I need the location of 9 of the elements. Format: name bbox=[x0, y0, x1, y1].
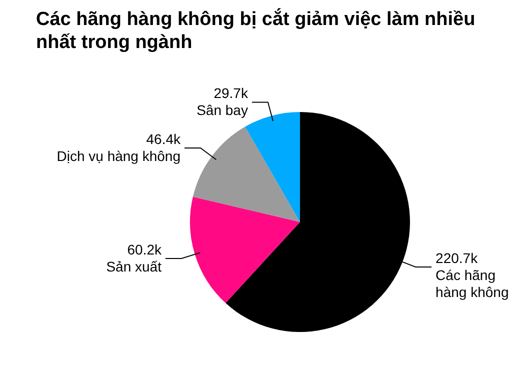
slice-label: Các hãng hàng không bbox=[436, 266, 509, 300]
slice-label: Sản xuất bbox=[106, 258, 162, 274]
slice-label: Sân bay bbox=[196, 102, 248, 118]
data-label: 220.7k bbox=[436, 250, 479, 266]
data-label: 60.2k bbox=[127, 241, 162, 258]
chart-title: Các hãng hàng không bị cắt giảm việc làm nhiều nhất trong ngành bbox=[36, 8, 476, 54]
data-label: 46.4k bbox=[146, 130, 182, 147]
data-label: 29.7k bbox=[214, 85, 249, 102]
slice-label: Dịch vụ hàng không bbox=[56, 148, 181, 164]
